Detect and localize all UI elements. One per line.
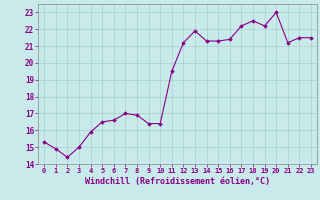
X-axis label: Windchill (Refroidissement éolien,°C): Windchill (Refroidissement éolien,°C) [85, 177, 270, 186]
